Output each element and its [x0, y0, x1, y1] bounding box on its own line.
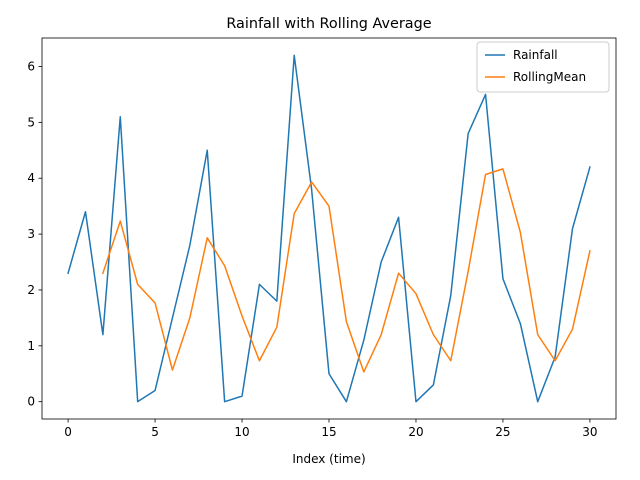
y-tick-label: 4: [27, 171, 35, 185]
x-axis-ticks: 0 5 10 15 20 25 30: [64, 419, 598, 439]
chart-title: Rainfall with Rolling Average: [226, 16, 431, 32]
legend-label-rainfall: Rainfall: [513, 48, 558, 62]
x-tick-label: 30: [582, 425, 597, 439]
series-line-rollingmean: [101, 168, 591, 373]
x-tick-label: 15: [321, 425, 336, 439]
y-axis-ticks: 0 1 2 3 4 5 6: [27, 59, 42, 409]
series-line-rainfall: [67, 54, 591, 403]
y-tick-label: 0: [27, 395, 35, 409]
x-tick-label: 5: [151, 425, 159, 439]
legend-label-rollingmean: RollingMean: [513, 70, 586, 84]
x-tick-label: 25: [495, 425, 510, 439]
x-tick-label: 10: [234, 425, 249, 439]
plot-lines: [67, 54, 591, 403]
y-tick-label: 1: [27, 339, 35, 353]
y-tick-label: 5: [27, 115, 35, 129]
y-tick-label: 3: [27, 227, 35, 241]
legend: Rainfall RollingMean: [476, 41, 610, 93]
x-tick-label: 20: [408, 425, 423, 439]
legend-box: [476, 41, 610, 93]
x-axis-label: Index (time): [292, 452, 365, 466]
y-tick-label: 6: [27, 59, 35, 73]
y-tick-label: 2: [27, 283, 35, 297]
x-tick-label: 0: [64, 425, 72, 439]
